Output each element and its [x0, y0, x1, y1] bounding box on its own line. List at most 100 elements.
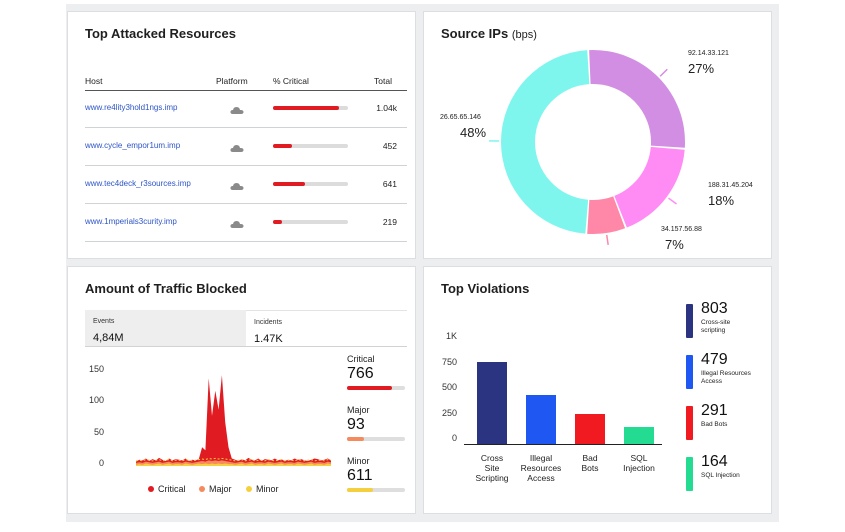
kpi-label: Illegal Resources Access	[701, 370, 771, 386]
x-axis-line	[464, 444, 662, 445]
critical-bar-fill	[273, 106, 339, 110]
row-divider	[85, 241, 407, 242]
slice-ip-label: 34.157.56.88	[661, 226, 702, 233]
severity-value: 766	[347, 365, 374, 382]
y-tick-label: 750	[441, 357, 457, 367]
events-label: Events	[93, 318, 115, 325]
y-tick-label: 0	[451, 433, 457, 443]
category-label: SQL Injection	[611, 453, 667, 473]
kpi-value: 803	[701, 300, 728, 317]
kpi-color-bar	[686, 406, 693, 440]
violation-bar[interactable]	[477, 362, 507, 444]
category-label-line: Bots	[581, 463, 599, 473]
donut-slice[interactable]	[587, 196, 626, 235]
area-series-minor	[136, 463, 331, 466]
category-label-line: Scripting	[475, 473, 509, 483]
header-divider	[85, 90, 407, 91]
violation-bar[interactable]	[624, 427, 654, 444]
legend-dot	[148, 486, 154, 492]
panel-title: Top Attacked Resources	[85, 26, 236, 41]
cloud-icon	[230, 140, 244, 158]
total-header[interactable]: Total	[374, 76, 392, 86]
dashboard: Top Attacked Resources Host Platform % C…	[66, 4, 779, 522]
category-label-line: Site	[484, 463, 500, 473]
category-label: Bad Bots	[562, 453, 618, 473]
severity-label: Major	[347, 405, 370, 415]
category-label: Illegal Resources Access	[513, 453, 569, 483]
critical-bar	[273, 182, 348, 186]
legend-dot	[199, 486, 205, 492]
cloud-icon	[230, 178, 244, 196]
severity-bar	[347, 488, 405, 492]
slice-pct-label: 7%	[665, 237, 684, 252]
tab-divider	[85, 346, 407, 347]
leader-line	[605, 234, 609, 245]
host-link[interactable]: www.tec4deck_r3sources.imp	[85, 179, 191, 188]
legend-dot	[246, 486, 252, 492]
source-ips-panel: Source IPs (bps) 92.14.33.121 27% 188.31…	[423, 11, 772, 259]
violation-bar[interactable]	[575, 414, 605, 444]
total-value: 641	[382, 179, 397, 189]
incidents-tab[interactable]: Incidents 1.47K	[246, 310, 407, 346]
incidents-label: Incidents	[254, 319, 283, 326]
critical-bar-fill	[273, 144, 292, 148]
leader-line	[659, 68, 668, 77]
panel-title: Top Violations	[441, 281, 530, 296]
legend-label: Minor	[256, 484, 279, 494]
legend-item-minor[interactable]: Minor	[246, 484, 279, 494]
kpi-label-line: SQL Injection	[701, 472, 740, 479]
area-series-critical	[136, 375, 331, 466]
category-label-line: Illegal	[529, 453, 553, 463]
severity-label: Critical	[347, 354, 375, 364]
critical-bar-fill	[273, 220, 282, 224]
kpi-label-line: Bad Bots	[701, 421, 728, 428]
host-link[interactable]: www.re4lity3hold1ngs.imp	[85, 103, 178, 112]
row-divider	[85, 165, 407, 166]
traffic-area-chart	[135, 375, 332, 466]
critical-header[interactable]: % Critical	[273, 76, 309, 86]
top-attacked-resources-panel: Top Attacked Resources Host Platform % C…	[67, 11, 416, 259]
host-header[interactable]: Host	[85, 76, 103, 86]
y-tick-label: 1K	[445, 331, 457, 341]
severity-bar-fill	[347, 386, 393, 390]
slice-ip-label: 188.31.45.204	[708, 182, 753, 189]
category-label-line: SQL	[630, 453, 648, 463]
donut-slice[interactable]	[614, 146, 685, 228]
violation-bar[interactable]	[526, 395, 556, 444]
y-tick-label: 250	[441, 408, 457, 418]
critical-bar	[273, 220, 348, 224]
kpi-label-line: Cross-site	[701, 319, 731, 326]
kpi-label: SQL Injection	[701, 472, 771, 480]
kpi-label: Cross-site scripting	[701, 319, 771, 335]
panel-title: Source IPs (bps)	[441, 26, 537, 41]
y-tick-label: 150	[88, 364, 104, 374]
cloud-icon	[230, 102, 244, 120]
category-label: Cross Site Scripting	[464, 453, 520, 483]
severity-value: 93	[347, 416, 365, 433]
platform-header[interactable]: Platform	[216, 76, 248, 86]
donut-slice[interactable]	[589, 50, 685, 148]
slice-ip-label: 92.14.33.121	[688, 50, 729, 57]
category-label-line: Injection	[623, 463, 655, 473]
kpi-label-line: scripting	[701, 327, 726, 334]
host-link[interactable]: www.1mperials3curity.imp	[85, 217, 177, 226]
kpi-value: 291	[701, 402, 728, 419]
severity-bar	[347, 437, 405, 441]
y-tick-label: 100	[88, 395, 104, 405]
slice-ip-label: 26.65.65.146	[440, 114, 481, 121]
cloud-icon	[230, 216, 244, 234]
severity-bar-fill	[347, 488, 374, 492]
category-label-line: Resources	[520, 463, 562, 473]
donut-slice[interactable]	[501, 50, 590, 234]
critical-bar	[273, 144, 348, 148]
category-label-line: Access	[527, 473, 555, 483]
unit-label: (bps)	[511, 29, 537, 41]
kpi-label-line: Illegal Resources	[701, 370, 751, 377]
legend-item-major[interactable]: Major	[199, 484, 232, 494]
host-link[interactable]: www.cycle_empor1um.imp	[85, 141, 181, 150]
legend-item-critical[interactable]: Critical	[148, 484, 186, 494]
y-tick-label: 0	[98, 458, 104, 468]
legend-label: Critical	[158, 484, 186, 494]
events-tab[interactable]: Events 4,84M	[85, 310, 246, 346]
severity-bar-fill	[347, 437, 365, 441]
